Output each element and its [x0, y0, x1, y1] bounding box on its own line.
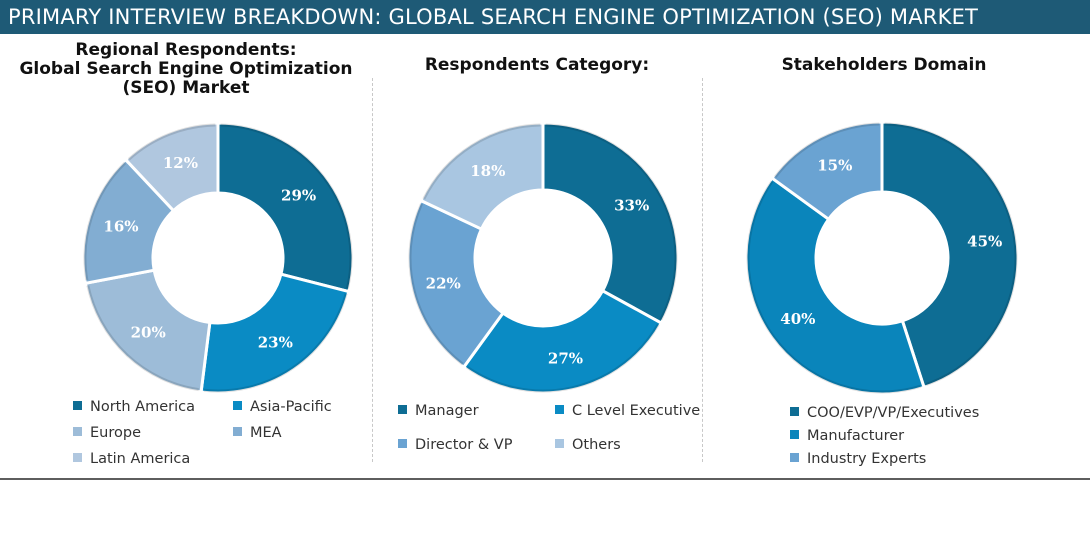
legend-item: Others [555, 436, 621, 454]
legend-swatch [73, 401, 82, 410]
respondents-category-panel: Respondents Category: [372, 38, 702, 474]
donut-slice-edge [86, 285, 199, 392]
legend-label: North America [90, 399, 195, 415]
respondents-category-donut: 33% 27% 22% 18% [406, 121, 680, 395]
chart-title-line: Stakeholders Domain [781, 55, 987, 75]
chart-title-line: Respondents Category: [424, 55, 650, 75]
regional-respondents-panel: Regional Respondents: Global Search Engi… [0, 38, 372, 474]
donut-data-label: 20% [131, 323, 166, 341]
legend-swatch [233, 427, 242, 436]
donut-slice-europe [83, 268, 212, 394]
legend-swatch [790, 453, 799, 462]
page-header: PRIMARY INTERVIEW BREAKDOWN: GLOBAL SEAR… [0, 0, 1090, 34]
donut-slice-edge [545, 123, 678, 321]
donut-slice-others [418, 121, 545, 232]
donut-slice-edge [884, 122, 1018, 387]
donut-slice-edge [408, 203, 464, 366]
legend-label: Manager [415, 403, 479, 419]
donut-slice-mea [81, 157, 176, 286]
donut-slice-asia-pacific [199, 272, 351, 395]
donut-slice-edge [773, 122, 880, 178]
stakeholders-domain-donut: 45% 40% 15% [744, 120, 1020, 396]
donut-data-label: 15% [817, 156, 852, 174]
donut-data-label: 16% [103, 217, 138, 235]
donut-data-label: 12% [163, 154, 198, 172]
respondents-category-title: Respondents Category: [372, 56, 702, 75]
legend-label: MEA [250, 425, 282, 441]
legend-swatch [555, 405, 564, 414]
legend-label: C Level Executive [572, 403, 701, 419]
donut-data-label: 33% [614, 197, 649, 215]
page-title: PRIMARY INTERVIEW BREAKDOWN: GLOBAL SEAR… [8, 5, 979, 29]
panel-divider [702, 78, 703, 462]
donut-slice-edge [422, 123, 541, 200]
panel-divider [372, 78, 373, 462]
legend-label: Manufacturer [807, 428, 905, 444]
stakeholders-domain-title: Stakeholders Domain [702, 56, 1066, 75]
legend-swatch [398, 439, 407, 448]
legend-swatch [73, 453, 82, 462]
legend-label: Others [572, 437, 621, 453]
donut-slice-edge [127, 123, 216, 161]
legend-item: Europe [73, 424, 141, 442]
donut-slice-north-america [216, 121, 355, 294]
donut-slice-industry-experts [769, 120, 884, 222]
donut-slice-director-vp [406, 198, 506, 370]
legend-label: COO/EVP/VP/Executives [807, 405, 980, 421]
donut-slice-edge [746, 180, 922, 394]
legend-item: Latin America [73, 450, 190, 468]
legend-item: North America [73, 398, 195, 416]
stakeholders-domain-panel: Stakeholders Domain [702, 38, 1066, 474]
donut-slice-edge [466, 323, 660, 393]
legend-label: Latin America [90, 451, 191, 467]
legend-label: Director & VP [415, 437, 513, 453]
legend-label: Industry Experts [807, 451, 927, 467]
donut-data-label: 45% [967, 233, 1002, 251]
legend-swatch [233, 401, 242, 410]
donut-slice-manufacturer [744, 175, 926, 396]
donut-data-label: 22% [426, 275, 461, 293]
legend-item: MEA [233, 424, 282, 442]
legend-label: Asia-Pacific [250, 399, 332, 415]
donut-slice-edge [220, 123, 353, 289]
legend-item: Manager [398, 402, 479, 420]
legend-item: Director & VP [398, 436, 512, 454]
legend-swatch [790, 430, 799, 439]
donut-slice-edge [83, 161, 127, 281]
legend-swatch [790, 407, 799, 416]
chart-title-line: (SEO) Market [122, 78, 250, 98]
donut-slice-coo-evp-vp-executives [880, 120, 1020, 390]
donut-data-label: 23% [258, 333, 293, 351]
donut-data-label: 40% [780, 310, 815, 328]
legend-item: Manufacturer [790, 427, 904, 445]
legend-item: C Level Executive [555, 402, 700, 420]
chart-title-line: Global Search Engine Optimization [19, 59, 353, 79]
donut-data-label: 27% [548, 350, 583, 368]
legend-item: COO/EVP/VP/Executives [790, 404, 979, 422]
donut-slice-latin-america [123, 121, 220, 213]
legend-swatch [73, 427, 82, 436]
donut-slice-edge [203, 293, 348, 393]
legend-swatch [398, 405, 407, 414]
donut-slice-manager [541, 121, 680, 326]
regional-respondents-donut: 29% 23% 20% 16% 12% [81, 121, 355, 395]
chart-title-line: Regional Respondents: [75, 40, 297, 60]
legend-item: Asia-Pacific [233, 398, 332, 416]
donut-slice-c-level-executive [461, 288, 664, 395]
legend-label: Europe [90, 425, 141, 441]
legend-item: Industry Experts [790, 450, 926, 468]
regional-respondents-title: Regional Respondents: Global Search Engi… [0, 41, 372, 98]
donut-data-label: 18% [470, 162, 505, 180]
legend-swatch [555, 439, 564, 448]
bottom-rule [0, 478, 1090, 480]
donut-data-label: 29% [281, 186, 316, 204]
